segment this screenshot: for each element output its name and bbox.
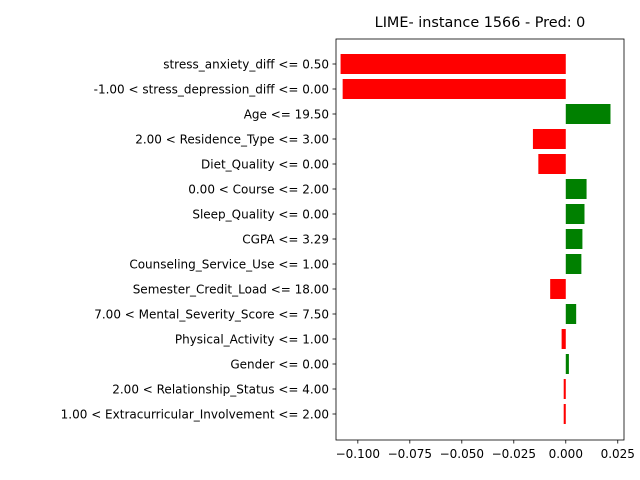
bar-4 bbox=[538, 154, 566, 174]
y-tick-label-7: CGPA <= 3.29 bbox=[242, 233, 329, 247]
chart-title: LIME- instance 1566 - Pred: 0 bbox=[375, 15, 586, 31]
x-tick-label-0: −0.100 bbox=[336, 447, 380, 461]
y-tick-label-10: 7.00 < Mental_Severity_Score <= 7.50 bbox=[94, 308, 329, 322]
y-tick-label-0: stress_anxiety_diff <= 0.50 bbox=[163, 58, 329, 72]
y-tick-label-12: Gender <= 0.00 bbox=[230, 358, 329, 372]
bar-10 bbox=[565, 304, 577, 324]
bar-0 bbox=[340, 54, 566, 74]
y-tick-label-8: Counseling_Service_Use <= 1.00 bbox=[129, 258, 329, 272]
bar-11 bbox=[561, 329, 566, 349]
y-tick-labels: stress_anxiety_diff <= 0.50 -1.00 < stres… bbox=[61, 58, 336, 422]
x-tick-label-4: 0.000 bbox=[549, 447, 583, 461]
y-tick-label-3: 2.00 < Residence_Type <= 3.00 bbox=[135, 133, 329, 147]
plot-frame bbox=[335, 38, 625, 441]
y-tick-label-4: Diet_Quality <= 0.00 bbox=[201, 158, 329, 172]
bar-14 bbox=[563, 404, 566, 424]
bars-group bbox=[340, 54, 611, 424]
y-tick-label-2: Age <= 19.50 bbox=[244, 108, 329, 122]
bar-2 bbox=[565, 104, 611, 124]
bar-5 bbox=[565, 179, 587, 199]
bar-7 bbox=[565, 229, 583, 249]
bar-3 bbox=[532, 129, 566, 149]
y-tick-label-6: Sleep_Quality <= 0.00 bbox=[192, 208, 329, 222]
bar-12 bbox=[565, 354, 569, 374]
x-tick-label-3: −0.025 bbox=[492, 447, 536, 461]
y-tick-label-5: 0.00 < Course <= 2.00 bbox=[188, 183, 329, 197]
y-tick-label-14: 1.00 < Extracurricular_Involvement <= 2.… bbox=[61, 408, 329, 422]
y-tick-label-9: Semester_Credit_Load <= 18.00 bbox=[133, 283, 329, 297]
x-tick-label-5: 0.025 bbox=[601, 447, 635, 461]
y-tick-label-13: 2.00 < Relationship_Status <= 4.00 bbox=[112, 383, 329, 397]
y-tick-label-11: Physical_Activity <= 1.00 bbox=[175, 333, 329, 347]
x-tick-label-1: −0.075 bbox=[388, 447, 432, 461]
bar-6 bbox=[565, 204, 585, 224]
bar-9 bbox=[550, 279, 566, 299]
bar-8 bbox=[565, 254, 582, 274]
x-tick-label-2: −0.050 bbox=[440, 447, 484, 461]
bar-13 bbox=[563, 379, 566, 399]
bar-1 bbox=[342, 79, 566, 99]
x-ticks: −0.100 −0.075 −0.050 −0.025 0.000 0.025 bbox=[336, 440, 635, 461]
y-tick-label-1: -1.00 < stress_depression_diff <= 0.00 bbox=[94, 83, 329, 97]
